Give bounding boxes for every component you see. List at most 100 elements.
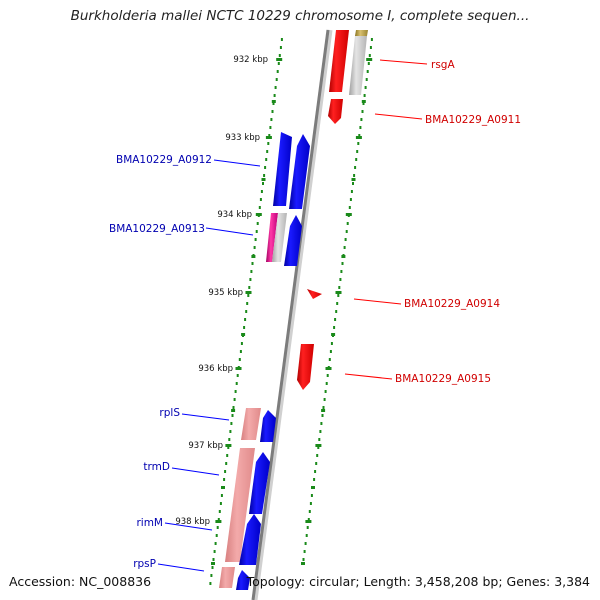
scale-dot: [260, 190, 263, 193]
gene-bma10229-a0912-b[interactable]: [289, 134, 310, 209]
scale-dot: [229, 430, 232, 433]
gene-label-bma10229-a0914[interactable]: BMA10229_A0914: [404, 298, 500, 310]
gene-label-rimM[interactable]: rimM: [136, 517, 163, 529]
scale-dot: [318, 438, 321, 441]
scale-tick-minor: [231, 409, 236, 412]
scale-dot: [268, 134, 271, 137]
scale-dot: [249, 278, 252, 281]
gene-rsgA[interactable]: [329, 30, 349, 92]
gene-rplS[interactable]: [260, 410, 276, 442]
scale-dot: [218, 510, 221, 513]
scale-dot: [233, 398, 236, 401]
scale-dot: [368, 54, 371, 57]
scale-tick: [265, 136, 272, 139]
gene-bma10229-a0911[interactable]: [328, 99, 343, 124]
scale-dot: [212, 558, 215, 561]
scale-dot: [250, 270, 253, 273]
gene-label-bma10229-a0913[interactable]: BMA10229_A0913: [109, 223, 205, 235]
scale-tick: [355, 136, 362, 139]
scale-dot: [223, 478, 226, 481]
scale-dot: [345, 230, 348, 233]
scale-dot: [238, 358, 241, 361]
gene-rpsP[interactable]: [236, 570, 250, 590]
map-title: Burkholderia mallei NCTC 10229 chromosom…: [70, 8, 530, 24]
scale-tick: [255, 213, 262, 216]
scale-dot: [269, 126, 272, 129]
scale-dot: [219, 502, 222, 505]
scale-tick: [335, 291, 342, 294]
gene-bma10229-a0913[interactable]: [284, 215, 302, 266]
scale-tick-minor: [341, 255, 346, 258]
scale-dot: [262, 182, 264, 185]
scale-dot: [224, 470, 227, 473]
scale-dot: [254, 238, 257, 241]
scale-dot: [338, 286, 341, 289]
scale-dot: [279, 46, 282, 49]
gene-label-rsgA[interactable]: rsgA: [431, 59, 455, 71]
scale-tick-minor: [251, 255, 256, 258]
scale-dot: [315, 462, 318, 465]
scale-dot: [278, 54, 281, 57]
scale-dot: [214, 542, 217, 545]
scale-label-936: 936 kbp: [198, 364, 233, 374]
gene-rplS-pseudo[interactable]: [241, 408, 261, 440]
scale-label-935: 935 kbp: [208, 288, 243, 298]
gene-bma10229-a0913-rna[interactable]: [266, 213, 278, 262]
scale-dot: [320, 422, 323, 425]
gene-trmD-pseudo[interactable]: [225, 448, 255, 562]
scale-dot: [211, 566, 214, 569]
scale-labels: 932 kbp 933 kbp 934 kbp 935 kbp 936 kbp …: [175, 55, 268, 527]
gene-label-bma10229-a0912[interactable]: BMA10229_A0912: [116, 154, 212, 166]
gene-rsgA-olive: [355, 30, 368, 36]
scale-dot: [232, 406, 235, 409]
gene-label-rpsP[interactable]: rpsP: [133, 558, 156, 570]
scale-dot: [362, 102, 365, 105]
scale-label-938: 938 kbp: [175, 517, 210, 527]
scale-dot: [349, 198, 352, 201]
scale-dot: [253, 246, 256, 249]
scale-dot: [305, 534, 308, 537]
scale-dot: [330, 342, 333, 345]
scale-dot: [274, 86, 277, 89]
scale-dot: [364, 86, 367, 89]
scale-tick: [276, 58, 283, 61]
gene-label-trmD[interactable]: trmD: [143, 461, 170, 473]
scale-dot: [359, 126, 362, 129]
scale-dot: [321, 414, 324, 417]
gene-label-rplS[interactable]: rplS: [159, 407, 180, 419]
scale-dot: [303, 550, 306, 553]
scale-dot: [251, 262, 254, 265]
scale-dot: [273, 94, 276, 97]
scale-dot: [247, 294, 250, 297]
scale-tick-minor: [211, 562, 215, 565]
scale-dot: [209, 582, 212, 585]
scale-tick-minor: [241, 333, 246, 336]
scale-label-934: 934 kbp: [217, 210, 252, 220]
gene-rimM[interactable]: [239, 514, 261, 565]
scale-dot: [314, 470, 317, 473]
scale-dot: [343, 246, 346, 249]
scale-dot: [245, 310, 248, 313]
gene-label-bma10229-a0915[interactable]: BMA10229_A0915: [395, 373, 491, 385]
scale-tick: [305, 520, 312, 523]
scale-dot: [272, 102, 275, 105]
scale-dot: [240, 342, 243, 345]
gene-label-bma10229-a0911[interactable]: BMA10229_A0911: [425, 114, 521, 126]
scale-label-932: 932 kbp: [233, 55, 268, 65]
scale-dot: [210, 574, 213, 577]
scale-dot: [358, 134, 361, 137]
gene-trmD[interactable]: [249, 452, 270, 514]
scale-dot: [236, 374, 239, 377]
gene-bma10229-a0915[interactable]: [297, 344, 314, 390]
scale-tick-minor: [361, 100, 366, 103]
scale-dot: [304, 542, 307, 545]
scale-dot: [348, 206, 351, 209]
gene-rpsP-pseudo[interactable]: [219, 567, 235, 588]
scale-tick: [315, 444, 322, 447]
gene-bma10229-a0914[interactable]: [307, 289, 322, 299]
gene-bma10229-a0912[interactable]: [273, 132, 292, 206]
scale-tick-minor: [311, 486, 315, 489]
scale-dot: [356, 150, 359, 153]
scale-dot: [309, 502, 312, 505]
